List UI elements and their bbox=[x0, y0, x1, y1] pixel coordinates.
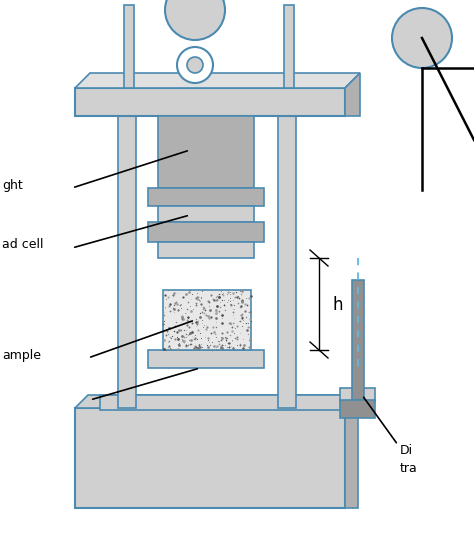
Polygon shape bbox=[75, 395, 358, 408]
Text: h: h bbox=[333, 296, 344, 314]
Bar bbox=[158, 206, 254, 222]
Bar bbox=[75, 408, 345, 508]
Polygon shape bbox=[345, 73, 360, 116]
Text: ad cell: ad cell bbox=[2, 238, 44, 252]
Circle shape bbox=[392, 8, 452, 68]
Bar bbox=[284, 5, 294, 88]
Bar bbox=[118, 78, 136, 408]
Text: ample: ample bbox=[2, 349, 41, 362]
Polygon shape bbox=[75, 73, 360, 88]
Bar bbox=[124, 5, 134, 88]
Bar bbox=[340, 400, 375, 418]
Bar bbox=[148, 222, 264, 242]
Circle shape bbox=[187, 57, 203, 73]
Text: ght: ght bbox=[2, 178, 23, 191]
Bar bbox=[163, 290, 251, 350]
Text: Di: Di bbox=[400, 444, 413, 457]
Bar bbox=[75, 88, 345, 116]
Bar bbox=[158, 242, 254, 258]
Polygon shape bbox=[345, 395, 358, 508]
Text: tra: tra bbox=[400, 461, 418, 474]
Bar bbox=[278, 78, 296, 408]
Bar bbox=[100, 395, 345, 410]
Polygon shape bbox=[345, 382, 358, 395]
Bar bbox=[148, 188, 264, 206]
Bar bbox=[148, 350, 264, 368]
Bar bbox=[340, 388, 375, 402]
Bar bbox=[352, 280, 364, 400]
Circle shape bbox=[177, 47, 213, 83]
Bar bbox=[158, 116, 254, 188]
Circle shape bbox=[165, 0, 225, 40]
